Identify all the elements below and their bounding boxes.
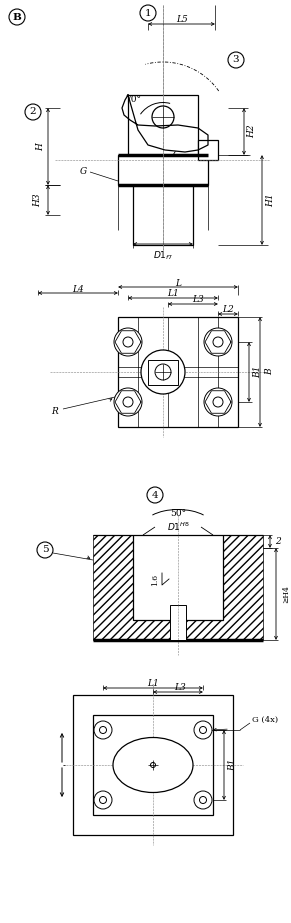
Text: L5: L5 bbox=[176, 16, 188, 25]
Text: B: B bbox=[13, 13, 22, 21]
Circle shape bbox=[200, 726, 207, 734]
Circle shape bbox=[94, 721, 112, 739]
Bar bbox=[128, 95, 198, 155]
Text: H3: H3 bbox=[33, 193, 42, 207]
Bar bbox=[133, 535, 223, 620]
Text: L: L bbox=[175, 279, 181, 287]
Bar bbox=[198, 140, 218, 160]
Text: ≥H4: ≥H4 bbox=[282, 585, 290, 603]
Circle shape bbox=[114, 388, 142, 416]
Bar bbox=[118, 317, 238, 427]
Text: B: B bbox=[265, 368, 274, 376]
Text: $D1_{f7}$: $D1_{f7}$ bbox=[153, 250, 173, 262]
Text: 4: 4 bbox=[152, 490, 158, 499]
Text: R: R bbox=[52, 407, 58, 416]
Text: 2: 2 bbox=[275, 536, 281, 545]
Circle shape bbox=[123, 337, 133, 347]
Text: H1: H1 bbox=[267, 193, 276, 207]
Circle shape bbox=[152, 106, 174, 128]
Text: 2: 2 bbox=[30, 107, 36, 116]
Bar bbox=[170, 605, 186, 640]
Circle shape bbox=[114, 328, 142, 356]
Bar bbox=[73, 695, 233, 835]
Circle shape bbox=[194, 721, 212, 739]
Ellipse shape bbox=[113, 737, 193, 793]
Text: H: H bbox=[36, 143, 45, 151]
Circle shape bbox=[204, 388, 232, 416]
Text: L2: L2 bbox=[222, 306, 234, 315]
Text: L1: L1 bbox=[147, 679, 159, 689]
Circle shape bbox=[123, 397, 133, 407]
Text: 1.6: 1.6 bbox=[151, 574, 159, 586]
Text: 1: 1 bbox=[145, 8, 151, 18]
Text: 3: 3 bbox=[233, 55, 239, 65]
Text: L1: L1 bbox=[167, 290, 179, 298]
Text: B1: B1 bbox=[253, 366, 262, 378]
Circle shape bbox=[155, 364, 171, 380]
Bar bbox=[133, 185, 193, 245]
Bar bbox=[93, 715, 213, 815]
Circle shape bbox=[100, 797, 107, 804]
Text: 5: 5 bbox=[42, 545, 48, 555]
Circle shape bbox=[200, 797, 207, 804]
Text: B1: B1 bbox=[228, 759, 237, 772]
Text: H2: H2 bbox=[248, 125, 256, 138]
Circle shape bbox=[213, 337, 223, 347]
Circle shape bbox=[100, 726, 107, 734]
Circle shape bbox=[141, 350, 185, 394]
Text: L4: L4 bbox=[72, 284, 84, 294]
Text: G: G bbox=[79, 167, 87, 176]
Text: L3: L3 bbox=[174, 684, 186, 692]
Text: G (4x): G (4x) bbox=[252, 716, 278, 724]
Text: 50°: 50° bbox=[170, 509, 186, 518]
Circle shape bbox=[204, 328, 232, 356]
Circle shape bbox=[194, 791, 212, 809]
Text: $D1^{H8}$: $D1^{H8}$ bbox=[166, 521, 189, 533]
Circle shape bbox=[150, 762, 155, 768]
Text: 70°: 70° bbox=[125, 95, 141, 104]
Text: L3: L3 bbox=[192, 295, 204, 305]
Bar bbox=[118, 155, 208, 185]
Circle shape bbox=[94, 791, 112, 809]
Circle shape bbox=[213, 397, 223, 407]
Bar bbox=[148, 360, 178, 385]
Bar bbox=[93, 535, 263, 640]
